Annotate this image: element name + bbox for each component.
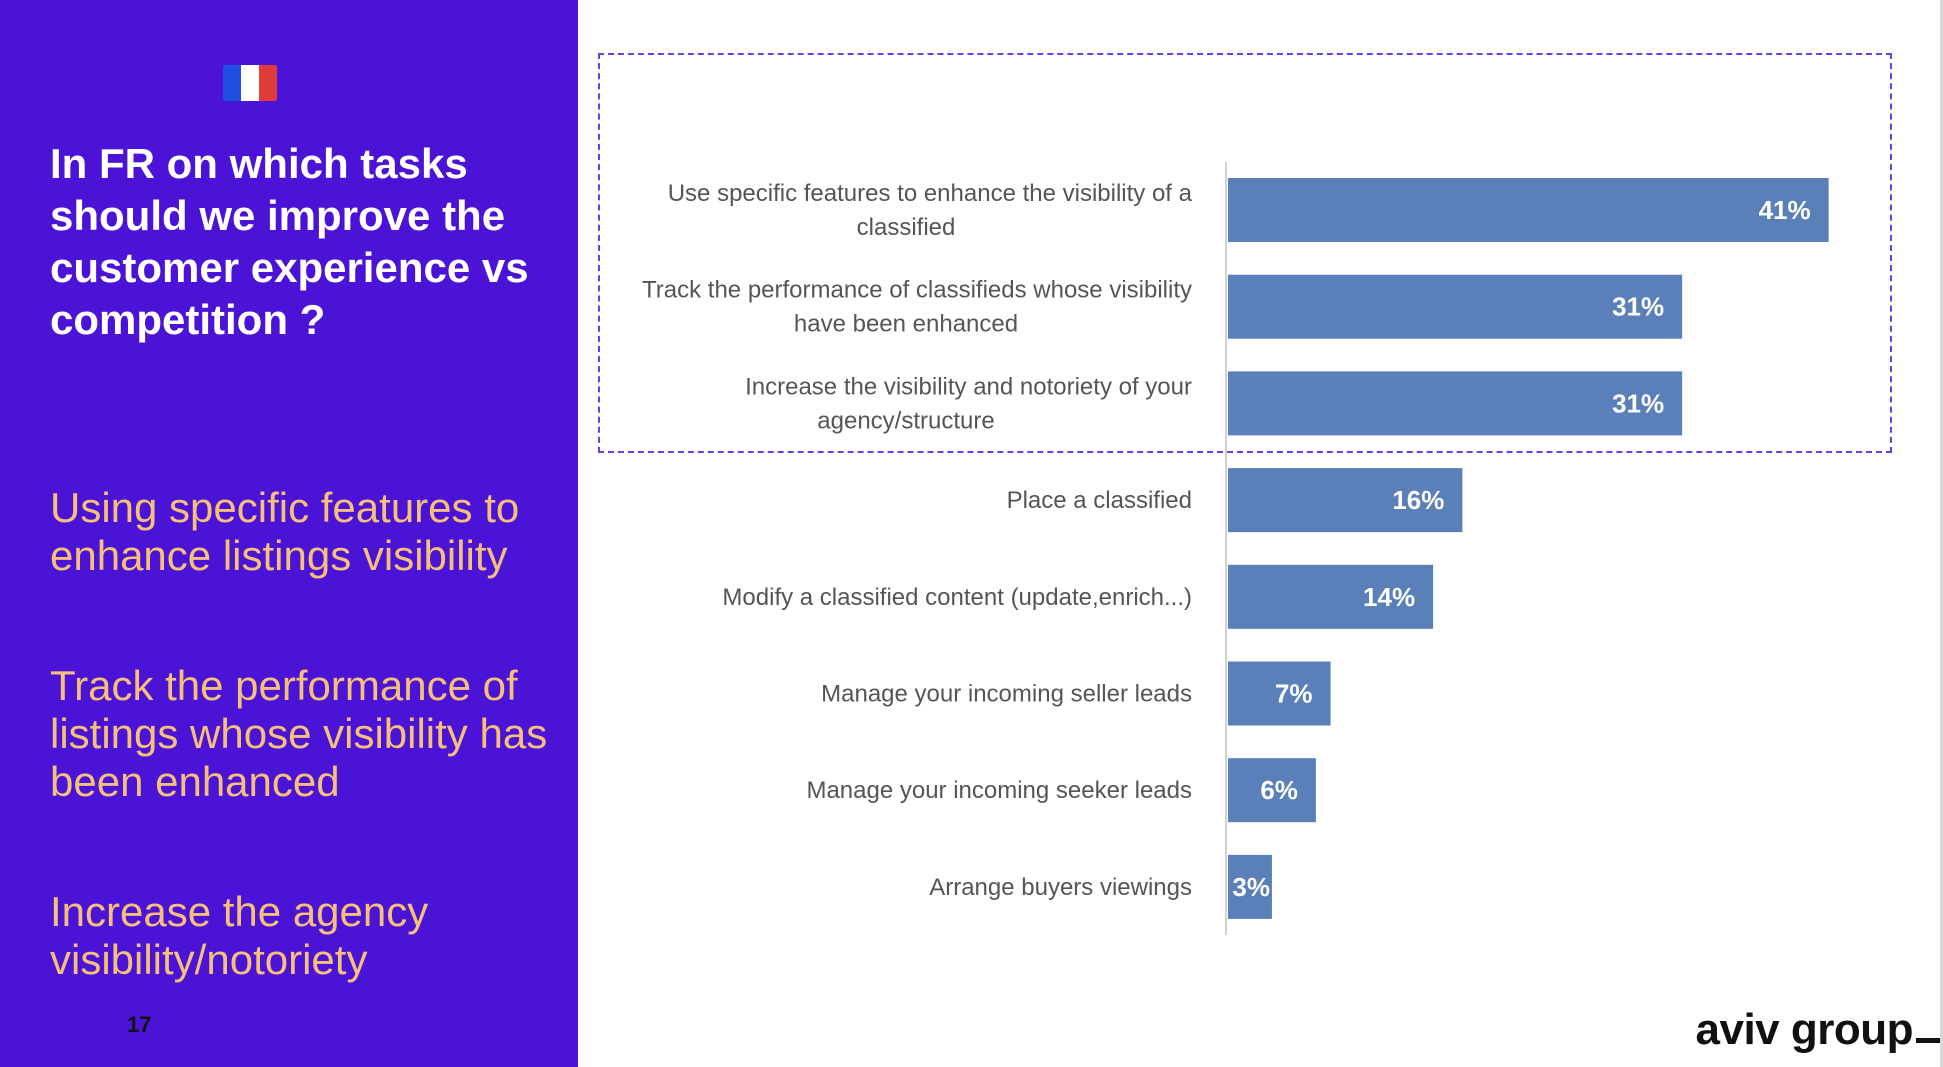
flag-blue-stripe: [223, 65, 241, 101]
highlight-2: Track the performance of listings whose …: [50, 662, 548, 805]
bar-value-label-2: 31%: [1612, 292, 1664, 322]
bar-value-label-5: 14%: [1363, 582, 1415, 612]
bar-7: [1228, 758, 1316, 823]
category-label-1-line-1: Use specific features to enhance the vis…: [668, 180, 1193, 207]
category-label-3-line-1: Increase the visibility and notoriety of…: [745, 373, 1192, 400]
bar-value-label-8: 3%: [1232, 872, 1270, 902]
bar-value-label-6: 7%: [1275, 679, 1313, 709]
bar-4: [1228, 468, 1463, 533]
right-edge-border: [1940, 0, 1943, 1067]
bar-3: [1228, 371, 1683, 436]
bar-value-label-7: 6%: [1260, 775, 1298, 805]
bar-6: [1228, 661, 1331, 726]
highlight-dashed-box: [598, 53, 1892, 453]
bar-value-label-3: 31%: [1612, 388, 1664, 418]
bar-2: [1228, 274, 1683, 339]
aviv-group-logo: aviv group: [1695, 1005, 1914, 1054]
bar-5: [1228, 564, 1434, 629]
category-label-2-line-1: Track the performance of classifieds who…: [642, 277, 1192, 304]
category-label-1-line-2: classified: [857, 214, 956, 241]
bar-value-label-1: 41%: [1759, 195, 1811, 225]
category-label-6-line-1: Manage your incoming seller leads: [821, 681, 1192, 708]
logo-underline: [1916, 1038, 1940, 1043]
category-label-5-line-1: Modify a classified content (update,enri…: [722, 584, 1192, 611]
bar-8: [1228, 854, 1272, 919]
bar-value-label-4: 16%: [1392, 485, 1444, 515]
highlight-1: Using specific features to enhance listi…: [50, 484, 520, 579]
bar-1: [1228, 178, 1829, 242]
highlight-3: Increase the agency visibility/notoriety: [50, 888, 429, 983]
flag-red-stripe: [259, 65, 277, 101]
france-flag-icon: [223, 65, 277, 101]
flag-white-stripe: [241, 65, 259, 101]
category-label-2-line-2: have been enhanced: [794, 311, 1018, 338]
category-label-8-line-1: Arrange buyers viewings: [929, 874, 1192, 901]
slide-headline: In FR on which tasks should we improve t…: [50, 140, 529, 343]
category-label-7-line-1: Manage your incoming seeker leads: [806, 777, 1192, 804]
category-label-4-line-1: Place a classified: [1007, 487, 1192, 514]
page-number: 17: [127, 1012, 152, 1037]
left-panel: In FR on which tasks should we improve t…: [0, 0, 578, 1067]
category-label-3-line-2: agency/structure: [817, 407, 994, 434]
